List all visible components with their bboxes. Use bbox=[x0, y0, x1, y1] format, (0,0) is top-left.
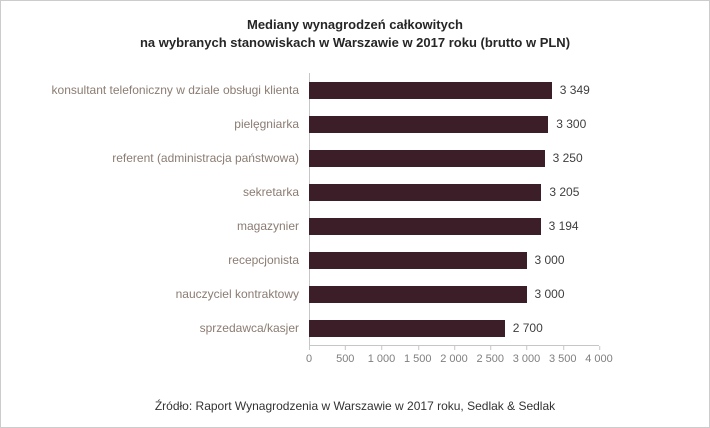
bar bbox=[309, 115, 549, 133]
bar bbox=[309, 217, 541, 235]
bar-track: 3 000 bbox=[309, 285, 599, 303]
value-label: 3 000 bbox=[534, 287, 565, 301]
category-label: sekretarka bbox=[242, 185, 299, 199]
category-label: konsultant telefoniczny w dziale obsługi… bbox=[51, 83, 299, 97]
x-axis: 0 500 1 000 1 500 2 000 2 500 3 000 3 500 4 000 bbox=[305, 345, 613, 372]
x-tick-label: 2 000 bbox=[440, 346, 468, 365]
value-label: 3 194 bbox=[548, 219, 579, 233]
bar-rows: konsultant telefoniczny w dziale obsługi… bbox=[1, 73, 709, 345]
bar bbox=[309, 149, 545, 167]
bar-track: 3 000 bbox=[309, 251, 599, 269]
x-tick-label: 3 500 bbox=[548, 346, 577, 365]
chart-title-line1: Mediany wynagrodzeń całkowitych bbox=[247, 17, 463, 32]
category-label: nauczyciel kontraktowy bbox=[175, 287, 299, 301]
bar bbox=[309, 285, 527, 303]
bar-row: sprzedawca/kasjer 2 700 bbox=[1, 311, 709, 345]
x-tick-label: 1 500 bbox=[403, 346, 432, 365]
value-label: 3 349 bbox=[559, 83, 590, 97]
bar-track: 3 349 bbox=[309, 81, 599, 99]
value-label: 3 300 bbox=[556, 117, 587, 131]
bar-chart: konsultant telefoniczny w dziale obsługi… bbox=[1, 73, 709, 372]
bar bbox=[309, 81, 552, 99]
value-label: 3 000 bbox=[534, 253, 565, 267]
value-label: 2 700 bbox=[512, 321, 543, 335]
x-tick-label: 500 bbox=[336, 346, 355, 365]
x-tick-label: 4 000 bbox=[585, 346, 613, 365]
bar-track: 3 194 bbox=[309, 217, 599, 235]
value-label: 3 250 bbox=[552, 151, 583, 165]
bar bbox=[309, 319, 505, 337]
bar-row: referent (administracja państwowa) 3 250 bbox=[1, 141, 709, 175]
x-tick-label: 3 000 bbox=[512, 346, 541, 365]
bar bbox=[309, 251, 527, 269]
bar-row: recepcjonista 3 000 bbox=[1, 243, 709, 277]
x-tick-label: 0 bbox=[305, 346, 313, 365]
chart-title-line2: na wybranych stanowiskach w Warszawie w … bbox=[139, 35, 571, 50]
bar-row: pielęgniarka 3 300 bbox=[1, 107, 709, 141]
bar-track: 3 300 bbox=[309, 115, 599, 133]
category-label: pielęgniarka bbox=[234, 117, 299, 131]
bar bbox=[309, 183, 542, 201]
bar-row: nauczyciel kontraktowy 3 000 bbox=[1, 277, 709, 311]
x-tick-label: 1 000 bbox=[367, 346, 396, 365]
bar-row: magazynier 3 194 bbox=[1, 209, 709, 243]
category-label: sprzedawca/kasjer bbox=[199, 321, 299, 335]
bar-track: 3 205 bbox=[309, 183, 599, 201]
bar-row: sekretarka 3 205 bbox=[1, 175, 709, 209]
value-label: 3 205 bbox=[549, 185, 580, 199]
chart-title: Mediany wynagrodzeń całkowitych na wybra… bbox=[1, 1, 709, 52]
category-label: referent (administracja państwowa) bbox=[112, 151, 299, 165]
bar-track: 3 250 bbox=[309, 149, 599, 167]
bar-row: konsultant telefoniczny w dziale obsługi… bbox=[1, 73, 709, 107]
bar-track: 2 700 bbox=[309, 319, 599, 337]
category-label: recepcjonista bbox=[228, 253, 299, 267]
y-axis-line bbox=[309, 73, 310, 346]
category-label: magazynier bbox=[236, 219, 299, 233]
source-note: Źródło: Raport Wynagrodzenia w Warszawie… bbox=[154, 399, 556, 413]
x-tick-label: 2 500 bbox=[476, 346, 505, 365]
